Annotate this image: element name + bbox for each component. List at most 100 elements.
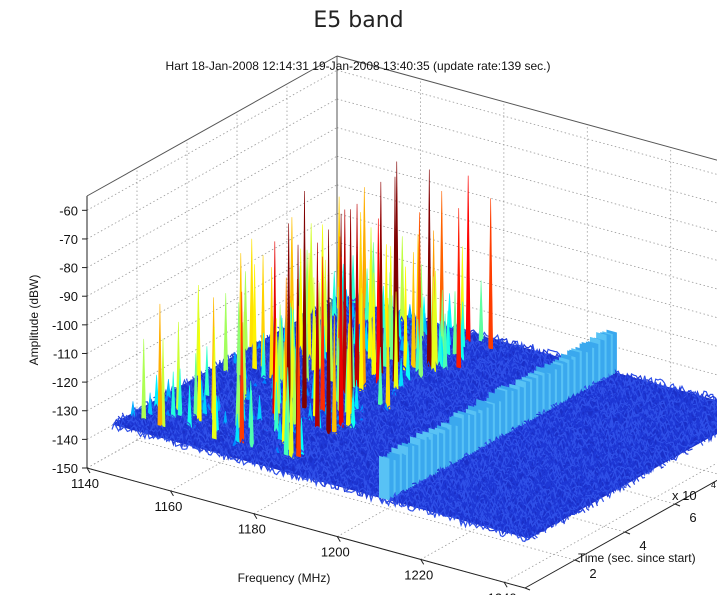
surface-row <box>111 421 530 543</box>
surface-row <box>175 384 594 510</box>
surface <box>111 161 717 543</box>
interference-peak <box>277 416 283 441</box>
box-edge <box>86 55 338 197</box>
interference-peak <box>211 343 217 440</box>
z-tick-label: -90 <box>59 289 78 304</box>
x-tick-label: 1240 <box>488 590 517 595</box>
surface-row <box>190 377 608 499</box>
surface-row <box>333 296 717 410</box>
y-tick-label: 2 <box>589 566 596 581</box>
x-axis-label: Frequency (MHz) <box>238 571 331 585</box>
y-tick-label: 6 <box>689 510 696 525</box>
interference-peak <box>141 338 147 421</box>
grid-line <box>336 127 717 233</box>
interference-peak <box>252 264 257 370</box>
grid-line <box>86 69 338 211</box>
y-multiplier-exponent: 4 <box>711 480 716 490</box>
surface-row <box>305 313 717 431</box>
interference-peak <box>354 203 360 388</box>
y-tick-mark <box>524 587 531 591</box>
interference-peak <box>399 336 405 352</box>
interference-peak <box>399 236 405 323</box>
x-tick-mark <box>420 559 425 565</box>
interference-peak <box>456 208 462 369</box>
interference-peak <box>261 332 266 379</box>
x-tick-label: 1200 <box>321 545 350 560</box>
interference-peak <box>302 190 307 410</box>
y-axis-line <box>524 479 717 589</box>
z-tick-label: -60 <box>59 203 78 218</box>
interference-peak <box>382 309 388 368</box>
interference-peak <box>488 198 494 350</box>
x-tick-label: 1160 <box>154 499 182 514</box>
z-tick-label: -130 <box>52 404 78 419</box>
y-tick-mark <box>574 559 581 563</box>
z-tick-label: -110 <box>53 346 78 361</box>
x-tick-mark <box>253 513 258 519</box>
x-tick-label: 1220 <box>404 567 433 582</box>
interference-peak <box>335 423 342 428</box>
signal-band-segment <box>378 455 390 501</box>
interference-peak <box>326 229 331 435</box>
interference-peak <box>262 378 268 385</box>
interference-peak <box>170 371 176 418</box>
z-tick-label: -150 <box>52 461 78 476</box>
x-tick-mark <box>336 536 341 542</box>
interference-peak <box>216 396 222 412</box>
interference-peak <box>177 368 183 417</box>
interference-peak <box>283 401 289 456</box>
interference-peak <box>411 252 416 369</box>
z-tick-label: -120 <box>52 375 78 390</box>
interference-peak <box>465 175 471 342</box>
surface-row <box>150 396 570 520</box>
interference-peak <box>407 304 413 321</box>
interference-peak <box>296 305 301 458</box>
interference-peak <box>232 352 238 365</box>
x-tick-label: 1140 <box>71 476 99 491</box>
y-multiplier-label: x 10 <box>672 488 697 503</box>
interference-peak <box>426 169 432 368</box>
plot-box-front <box>82 196 717 591</box>
surface-row <box>128 410 547 534</box>
interference-peak <box>358 287 364 392</box>
figure-title: E5 band <box>313 8 404 33</box>
interference-peak <box>249 390 255 449</box>
interference-peak <box>342 209 348 395</box>
interference-peak <box>445 310 451 356</box>
y-tick-mark <box>624 531 631 535</box>
surface-row <box>256 341 675 460</box>
interference-peak <box>478 280 484 342</box>
z-tick-label: -100 <box>52 318 78 333</box>
surface-row <box>188 376 606 496</box>
chart-title: Hart 18-Jan-2008 12:14:31 19-Jan-2008 13… <box>166 59 551 73</box>
interference-peak <box>196 319 202 422</box>
z-axis-label: Amplitude (dBW) <box>27 275 41 366</box>
interference-peak <box>147 392 153 416</box>
interference-peak <box>252 382 259 388</box>
y-tick-mark <box>674 503 681 507</box>
interference-peak <box>452 291 458 356</box>
interference-peak <box>157 303 163 427</box>
interference-peak <box>245 387 251 401</box>
interference-peak <box>166 378 171 398</box>
interference-peak <box>377 346 383 406</box>
interference-peak <box>306 252 312 361</box>
surface-row <box>192 376 611 498</box>
interference-peak <box>204 346 210 397</box>
y-axis-label: Time (sec. since start) <box>578 551 696 565</box>
interference-peak <box>331 271 337 318</box>
x-tick-label: 1180 <box>238 522 266 537</box>
interference-peak <box>154 374 159 409</box>
z-tick-label: -140 <box>52 432 78 447</box>
x-axis-line <box>86 467 526 589</box>
grid-line <box>86 98 338 240</box>
grid-line <box>336 98 717 204</box>
grid-line <box>86 127 338 268</box>
interference-peak <box>202 389 208 415</box>
x-tick-mark <box>86 467 91 474</box>
surface-row <box>113 418 532 540</box>
x-tick-mark <box>503 582 508 588</box>
box-edge <box>336 55 717 161</box>
x-tick-mark <box>169 490 174 497</box>
